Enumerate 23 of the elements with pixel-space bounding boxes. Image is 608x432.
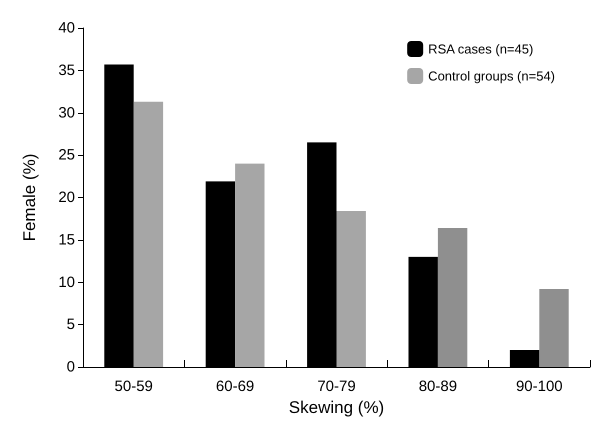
legend-label: RSA cases (n=45) <box>428 42 534 56</box>
bar <box>438 228 468 367</box>
y-tick-label: 40 <box>58 20 75 36</box>
y-tick-label: 20 <box>58 189 75 206</box>
bar <box>134 102 164 367</box>
x-tick-label: 90-100 <box>516 378 563 395</box>
x-tick-label: 80-89 <box>418 378 458 395</box>
legend-label: Control groups (n=54) <box>428 68 556 84</box>
x-axis-title: Skewing (%) <box>288 398 384 417</box>
y-tick-label: 35 <box>58 62 75 79</box>
y-tick-label: 25 <box>58 146 75 164</box>
y-tick-label: 5 <box>66 316 75 334</box>
bar <box>336 211 366 367</box>
y-tick-label: 30 <box>58 104 75 122</box>
x-tick-label: 50-59 <box>114 378 153 395</box>
y-tick-label: 10 <box>58 274 75 291</box>
bar <box>539 289 569 367</box>
bar <box>235 164 265 367</box>
y-tick-label: 0 <box>66 358 75 376</box>
x-tick-label: 70-79 <box>317 378 356 395</box>
x-tick-label: 60-69 <box>216 378 254 395</box>
y-tick-label: 15 <box>58 231 75 248</box>
y-axis-title: Female (%) <box>20 154 39 242</box>
